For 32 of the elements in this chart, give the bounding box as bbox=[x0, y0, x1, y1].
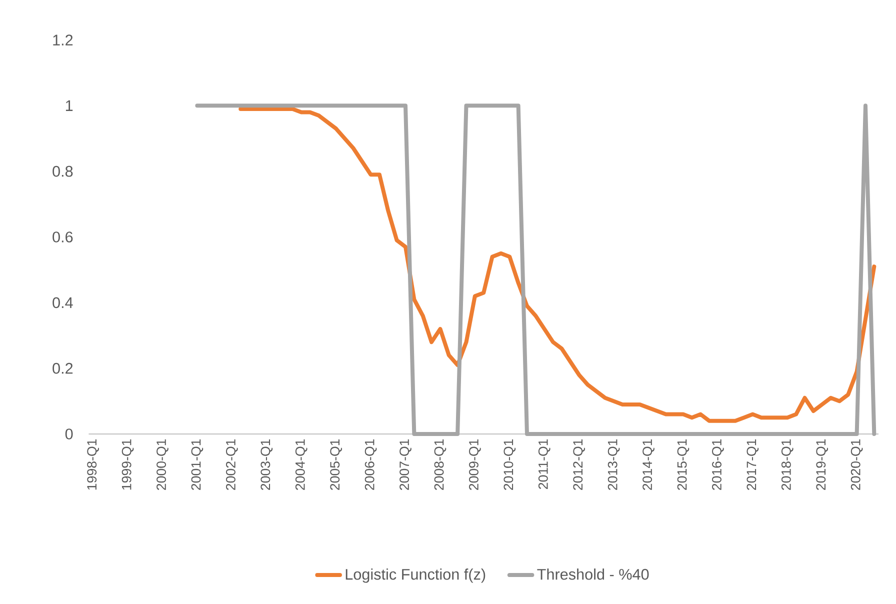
x-tick-label: 2009-Q1 bbox=[469, 439, 481, 490]
x-tick-label: 2013-Q1 bbox=[608, 439, 620, 490]
x-tick-label: 2011-Q1 bbox=[538, 439, 550, 489]
x-tick-label: 2004-Q1 bbox=[295, 439, 308, 490]
x-tick-label: 1999-Q1 bbox=[122, 439, 134, 490]
x-tick-label: 2001-Q1 bbox=[191, 439, 204, 490]
x-tick-label: 2020-Q1 bbox=[850, 439, 863, 490]
x-tick-label: 2003-Q1 bbox=[260, 439, 273, 490]
x-tick-label: 2000-Q1 bbox=[156, 439, 168, 490]
y-tick-label: 0.2 bbox=[52, 362, 73, 374]
y-tick-label: 0.6 bbox=[52, 232, 73, 242]
y-tick-label: 1 bbox=[66, 100, 73, 111]
y-tick-label: 1.2 bbox=[53, 34, 73, 46]
x-tick-label: 2002-Q1 bbox=[226, 439, 238, 490]
y-tick-label: 0.4 bbox=[52, 297, 73, 308]
x-tick-label: 2018-Q1 bbox=[781, 439, 794, 490]
x-tick-label: 2012-Q1 bbox=[573, 439, 585, 490]
x-tick-label: 2014-Q1 bbox=[642, 439, 654, 490]
y-tick-label: 0.8 bbox=[52, 166, 73, 177]
y-tick-label: 0 bbox=[65, 428, 73, 440]
x-tick-label: 2017-Q1 bbox=[746, 439, 759, 490]
legend-label: Threshold - %40 bbox=[537, 568, 649, 580]
x-tick-label: 2008-Q1 bbox=[434, 439, 446, 490]
legend-label: Logistic Function f(z) bbox=[346, 568, 486, 583]
x-tick-label: 2006-Q1 bbox=[364, 439, 377, 490]
x-tick-label: 2007-Q1 bbox=[400, 439, 412, 490]
x-tick-label: 2015-Q1 bbox=[677, 439, 690, 490]
x-tick-label: 1998-Q1 bbox=[87, 439, 99, 490]
x-tick-label: 2019-Q1 bbox=[816, 439, 828, 490]
x-tick-label: 2005-Q1 bbox=[330, 439, 342, 490]
x-tick-label: 2016-Q1 bbox=[712, 439, 724, 490]
x-tick-label: 2010-Q1 bbox=[504, 439, 516, 490]
